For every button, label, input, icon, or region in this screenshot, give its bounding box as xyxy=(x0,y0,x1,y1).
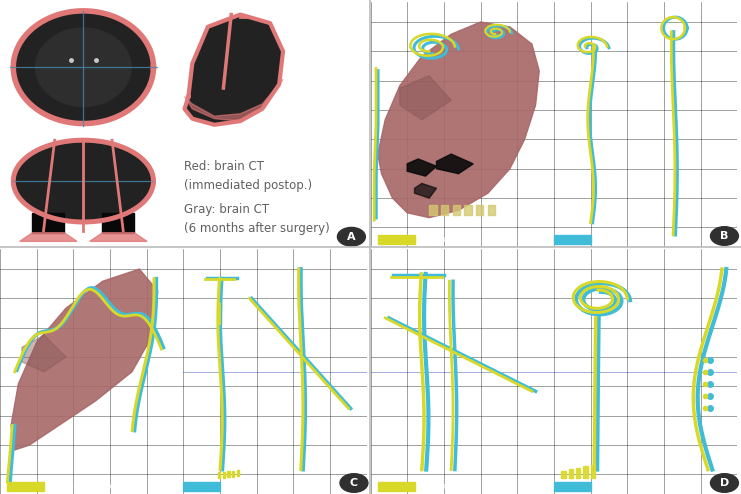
Polygon shape xyxy=(561,471,565,478)
Polygon shape xyxy=(591,465,595,478)
Bar xyxy=(378,235,414,244)
Polygon shape xyxy=(90,233,147,242)
Polygon shape xyxy=(223,471,225,478)
Polygon shape xyxy=(22,335,66,372)
Polygon shape xyxy=(476,206,483,215)
Polygon shape xyxy=(102,213,134,233)
Polygon shape xyxy=(232,470,234,477)
Polygon shape xyxy=(465,206,472,215)
Text: (6 months after surgery): (6 months after surgery) xyxy=(185,222,330,235)
Polygon shape xyxy=(36,28,131,106)
Polygon shape xyxy=(185,14,283,125)
Text: Gray: brain CT: Gray: brain CT xyxy=(185,203,270,215)
Polygon shape xyxy=(13,140,153,222)
Bar xyxy=(378,482,414,491)
Polygon shape xyxy=(414,183,436,198)
Polygon shape xyxy=(227,471,230,477)
Polygon shape xyxy=(488,206,495,215)
Text: postop. 6 month brain CT: postop. 6 month brain CT xyxy=(596,482,698,491)
Text: C: C xyxy=(350,478,358,488)
Bar xyxy=(184,482,220,491)
Polygon shape xyxy=(441,206,448,215)
Circle shape xyxy=(340,474,368,493)
Circle shape xyxy=(711,227,738,246)
Polygon shape xyxy=(19,233,77,242)
Polygon shape xyxy=(436,154,473,174)
Text: B: B xyxy=(720,231,728,241)
Polygon shape xyxy=(583,466,588,478)
Text: Red: brain CT: Red: brain CT xyxy=(185,160,265,172)
Polygon shape xyxy=(185,80,283,121)
Polygon shape xyxy=(453,206,460,215)
Polygon shape xyxy=(568,469,573,478)
Bar xyxy=(554,482,591,491)
Bar xyxy=(7,482,44,491)
Text: immediated postop. brain CT: immediated postop. brain CT xyxy=(420,482,537,491)
Polygon shape xyxy=(576,468,580,478)
Text: immediated postop. brain CT: immediated postop. brain CT xyxy=(50,482,167,491)
Text: D: D xyxy=(720,478,729,488)
Text: (immediated postop.): (immediated postop.) xyxy=(185,179,313,192)
Polygon shape xyxy=(33,213,64,233)
Polygon shape xyxy=(11,269,158,450)
Text: immediated postop. brain CT: immediated postop. brain CT xyxy=(420,235,537,244)
Polygon shape xyxy=(236,470,239,476)
Circle shape xyxy=(711,474,738,493)
Circle shape xyxy=(337,227,365,246)
Polygon shape xyxy=(13,11,153,124)
Text: A: A xyxy=(347,232,356,242)
Polygon shape xyxy=(408,159,436,176)
Polygon shape xyxy=(378,22,539,218)
Text: postop. 6 month brain CT: postop. 6 month brain CT xyxy=(225,482,328,491)
Polygon shape xyxy=(400,76,451,120)
Polygon shape xyxy=(219,472,220,478)
Text: postop. 6 month brain CT: postop. 6 month brain CT xyxy=(596,235,698,244)
Polygon shape xyxy=(429,206,436,215)
Bar xyxy=(554,235,591,244)
